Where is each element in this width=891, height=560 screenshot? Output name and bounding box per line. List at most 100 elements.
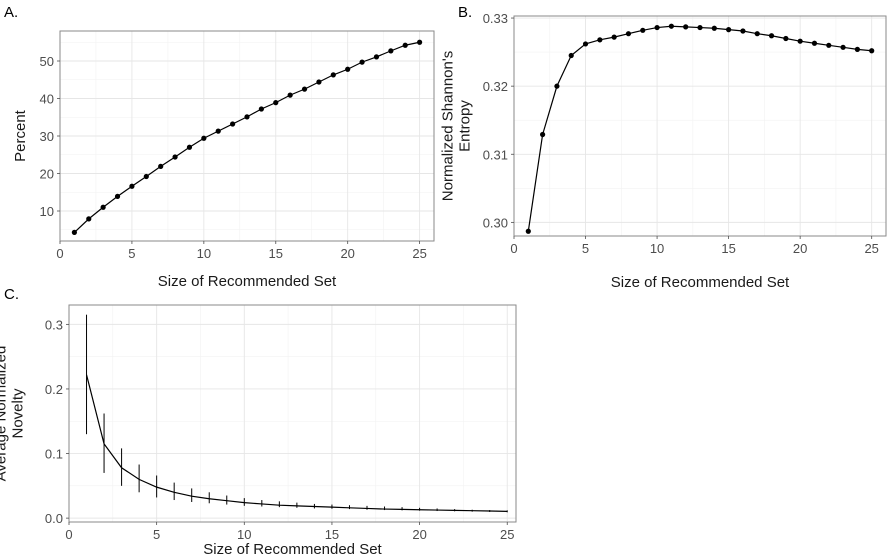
x-tick-label: 0 — [65, 527, 72, 542]
data-point — [854, 46, 860, 52]
data-point — [373, 54, 380, 60]
x-tick-label: 20 — [793, 241, 807, 256]
data-point — [797, 38, 803, 44]
data-point — [287, 92, 293, 98]
y-tick-label: 0.30 — [483, 215, 508, 230]
data-point — [388, 48, 394, 54]
x-axis-title-a: Size of Recommended Set — [158, 273, 337, 290]
plot-frame-b — [513, 15, 887, 237]
x-tick-label: 5 — [582, 241, 589, 256]
data-point — [215, 128, 221, 134]
y-tick-label: 40 — [40, 92, 54, 107]
data-point — [525, 228, 531, 234]
data-point — [258, 106, 264, 112]
data-point — [86, 216, 92, 222]
y-tick-label: 0.32 — [483, 79, 508, 94]
x-tick-label: 15 — [325, 527, 339, 542]
data-point — [316, 79, 322, 85]
y-axis-title-c: Average NormalizedNovelty — [0, 346, 27, 482]
x-tick-label: 10 — [197, 246, 211, 261]
x-tick-label: 15 — [269, 246, 283, 261]
data-point — [230, 121, 236, 127]
x-tick-label: 25 — [412, 246, 426, 261]
data-point — [186, 144, 193, 150]
data-point — [201, 135, 207, 141]
data-point — [754, 31, 760, 37]
series-line-b — [527, 25, 872, 232]
series-line-c — [85, 374, 508, 512]
data-point — [683, 24, 689, 30]
data-point — [740, 28, 746, 34]
x-axis-title-c: Size of Recommended Set — [203, 541, 382, 558]
plot-frame-c — [68, 304, 517, 523]
y-axis-title-line: Entropy — [457, 100, 474, 152]
data-point — [143, 173, 149, 180]
data-point — [783, 35, 789, 42]
y-axis-title-b: Normalized Shannon'sEntropy — [440, 51, 474, 201]
data-point — [869, 48, 875, 54]
data-point — [172, 154, 178, 160]
data-point — [402, 42, 408, 48]
panel-label-c: C. — [4, 286, 19, 303]
panel-b: B. 0 5 10 15 20 25 0.30 0.31 0.32 0.33 Size of Reco… — [440, 4, 887, 291]
panel-label-a: A. — [4, 4, 18, 21]
data-point — [359, 59, 365, 65]
data-point — [301, 86, 308, 92]
y-tick-label: 20 — [40, 167, 54, 182]
x-tick-label: 5 — [128, 246, 135, 261]
panel-c: C. 0 5 10 15 20 25 0.0 0.1 0.2 0.3 Size of Recommen… — [0, 286, 517, 558]
x-tick-label: 0 — [510, 241, 517, 256]
data-point — [582, 41, 589, 47]
y-axis-title-a: Percent — [12, 109, 29, 162]
data-point — [114, 193, 121, 199]
data-point — [625, 31, 632, 37]
data-point — [840, 44, 846, 50]
y-axis-title-line: Average Normalized — [0, 346, 10, 482]
data-point — [345, 66, 351, 72]
data-point — [697, 24, 703, 31]
x-tick-label: 25 — [500, 527, 514, 542]
data-point — [726, 27, 732, 33]
data-point — [668, 23, 674, 29]
data-point — [811, 40, 818, 46]
x-tick-label: 15 — [721, 241, 735, 256]
x-tick-label: 5 — [153, 527, 160, 542]
series-line-a — [73, 41, 420, 233]
data-point — [417, 39, 423, 45]
x-tick-label: 20 — [340, 246, 354, 261]
x-tick-label: 20 — [412, 527, 426, 542]
y-tick-label: 10 — [40, 204, 54, 219]
x-tick-label: 10 — [650, 241, 664, 256]
y-tick-label: 30 — [40, 129, 54, 144]
y-tick-label: 0.31 — [483, 147, 508, 162]
y-tick-label: 0.1 — [45, 447, 63, 462]
data-point — [711, 25, 717, 31]
x-tick-label: 0 — [56, 246, 63, 261]
y-tick-label: 0.3 — [45, 317, 63, 332]
data-point — [540, 131, 546, 138]
data-point — [129, 183, 135, 189]
data-point — [100, 204, 106, 210]
x-tick-label: 25 — [864, 241, 878, 256]
data-point — [330, 72, 336, 78]
data-point — [640, 27, 646, 33]
data-point — [568, 52, 574, 59]
y-axis-title-line: Normalized Shannon's — [440, 51, 457, 201]
y-tick-label: 0.0 — [45, 511, 63, 526]
data-point — [611, 34, 617, 40]
x-tick-label: 10 — [237, 527, 251, 542]
data-point — [71, 229, 77, 235]
x-axis-title-b: Size of Recommended Set — [611, 274, 790, 291]
data-point — [654, 24, 660, 31]
y-axis-title-line: Novelty — [10, 388, 27, 439]
data-point — [597, 37, 603, 43]
data-point — [158, 163, 164, 169]
data-point — [768, 33, 775, 39]
y-tick-label: 0.33 — [483, 11, 508, 26]
y-tick-label: 0.2 — [45, 382, 63, 397]
data-point — [554, 83, 560, 89]
y-tick-label: 50 — [40, 54, 54, 69]
y-axis-title-line: Percent — [12, 109, 29, 162]
panel-a: A. 0 5 10 15 20 25 10 20 30 40 50 Size of Recommende… — [4, 4, 435, 290]
